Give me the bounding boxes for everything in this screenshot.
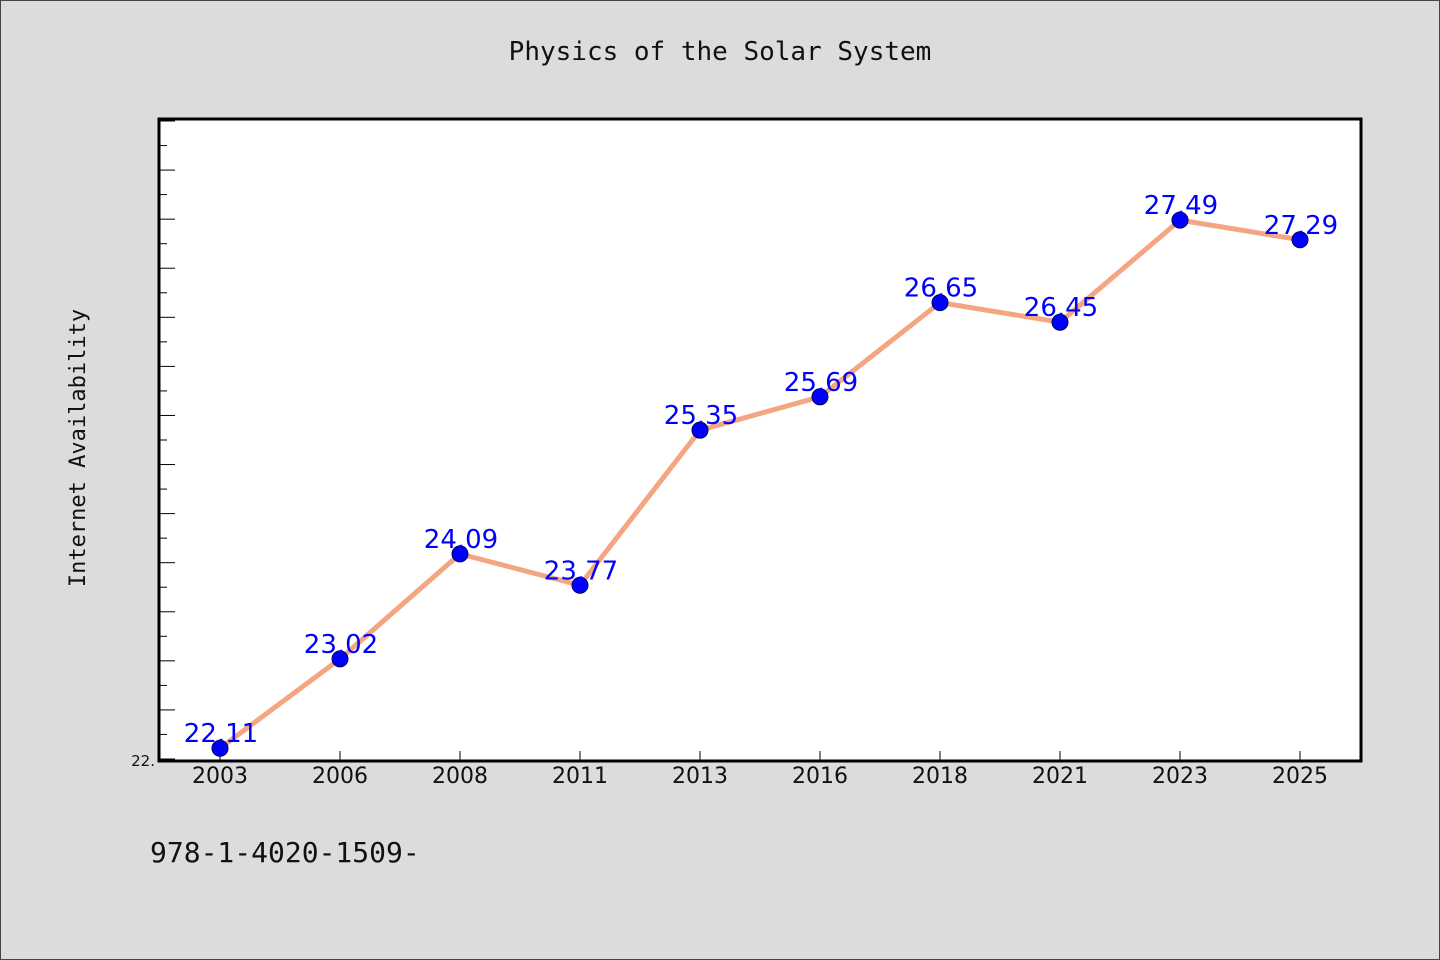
data-point bbox=[571, 576, 589, 594]
data-point bbox=[451, 545, 469, 563]
x-axis-ticks: 2003 2006 2008 2011 2013 2016 2018 2021 2023 2025 bbox=[192, 751, 1328, 789]
series-layer bbox=[211, 211, 1309, 757]
y-axis-ticks: 22. bbox=[131, 120, 175, 770]
data-label: 23.02 bbox=[304, 630, 378, 660]
series-line bbox=[218, 217, 1301, 751]
data-point bbox=[1171, 211, 1189, 229]
x-tick-label: 2023 bbox=[1152, 764, 1208, 789]
data-point bbox=[811, 388, 829, 406]
data-labels-layer: 22.11 23.02 24.09 23.77 25.35 25.69 26.65 26.45… bbox=[184, 191, 1338, 749]
data-point bbox=[1291, 231, 1309, 249]
data-point bbox=[931, 294, 949, 312]
data-label: 25.35 bbox=[664, 401, 738, 431]
data-label: 23.77 bbox=[544, 556, 618, 586]
x-tick-label: 2008 bbox=[432, 764, 488, 789]
data-label: 22.11 bbox=[184, 719, 258, 749]
x-tick-label: 2016 bbox=[792, 764, 848, 789]
x-tick-label: 2006 bbox=[312, 764, 368, 789]
data-label: 24.09 bbox=[424, 525, 498, 555]
chart-title: Physics of the Solar System bbox=[509, 37, 932, 67]
y-tick-label: 22. bbox=[131, 752, 155, 770]
x-tick-label: 2025 bbox=[1272, 764, 1328, 789]
x-tick-label: 2003 bbox=[192, 764, 248, 789]
footnote: 978-1-4020-1509- bbox=[150, 836, 420, 869]
x-tick-label: 2018 bbox=[912, 764, 968, 789]
x-tick-label: 2013 bbox=[672, 764, 728, 789]
data-label: 26.45 bbox=[1024, 293, 1098, 323]
data-point bbox=[1051, 313, 1069, 331]
data-point bbox=[211, 739, 229, 757]
data-label: 27.49 bbox=[1144, 191, 1218, 221]
data-label: 25.69 bbox=[784, 368, 858, 398]
y-axis-label: Internet Availability bbox=[66, 309, 91, 587]
data-label: 26.65 bbox=[904, 274, 978, 304]
plot-area bbox=[157, 117, 1363, 763]
x-tick-label: 2011 bbox=[552, 764, 608, 789]
x-tick-label: 2021 bbox=[1032, 764, 1088, 789]
data-point bbox=[331, 650, 349, 668]
data-point bbox=[691, 421, 709, 439]
data-label: 27.29 bbox=[1264, 211, 1338, 241]
